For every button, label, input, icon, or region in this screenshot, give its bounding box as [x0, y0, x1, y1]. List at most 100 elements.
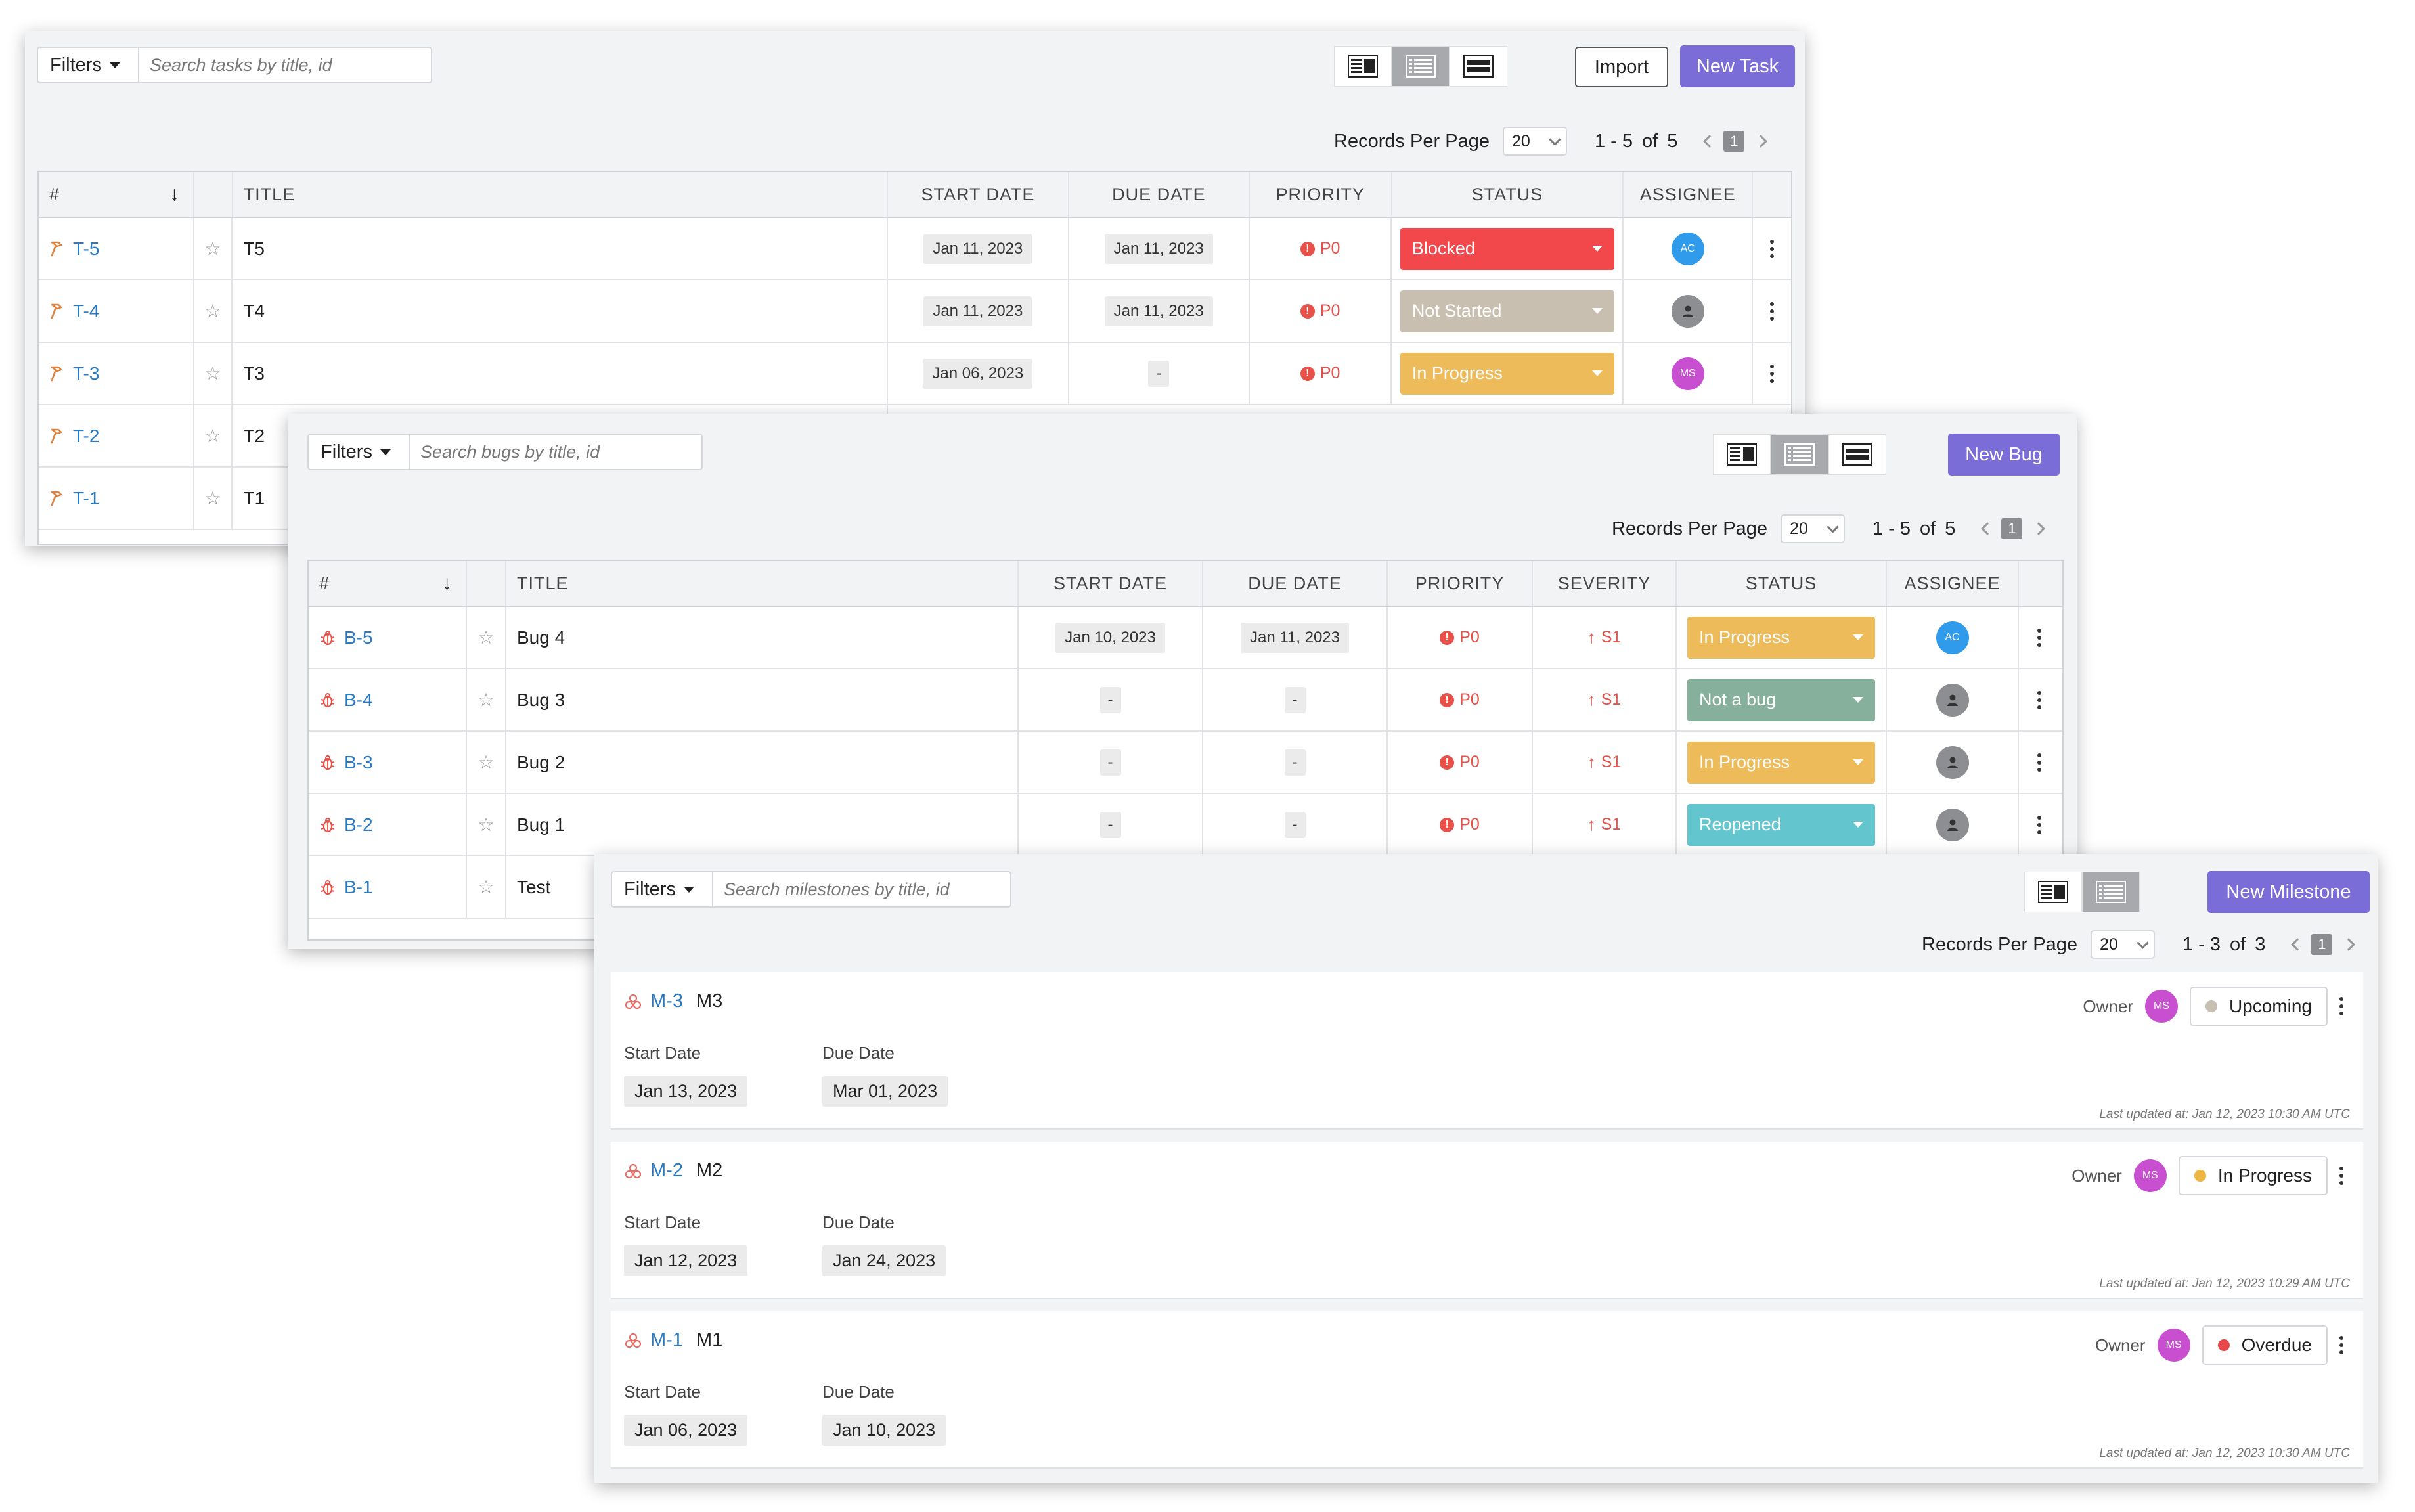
- title-cell[interactable]: Bug 4: [506, 607, 1019, 668]
- records-per-page-select[interactable]: 20: [1780, 514, 1845, 543]
- table-row[interactable]: T-3 ☆ T3 Jan 06, 2023 -! P0 In Progress MS: [39, 343, 1791, 405]
- table-row[interactable]: T-4 ☆ T4 Jan 11, 2023 Jan 11, 2023! P0 Not Sta…: [39, 280, 1791, 343]
- severity-value[interactable]: ↑ S1: [1587, 690, 1622, 710]
- col-status-header[interactable]: STATUS: [1392, 172, 1624, 217]
- severity-value[interactable]: ↑ S1: [1587, 627, 1622, 648]
- status-dropdown[interactable]: Not Started: [1400, 290, 1614, 332]
- id-cell[interactable]: T-5: [39, 218, 194, 279]
- col-start-header[interactable]: START DATE: [1019, 561, 1203, 606]
- star-icon[interactable]: ☆: [204, 238, 221, 259]
- col-status-header[interactable]: STATUS: [1677, 561, 1887, 606]
- owner-avatar[interactable]: MS: [2144, 990, 2178, 1023]
- id-cell[interactable]: B-1: [309, 856, 467, 918]
- title-cell[interactable]: Bug 3: [506, 669, 1019, 730]
- owner-avatar[interactable]: MS: [2133, 1159, 2167, 1192]
- star-icon[interactable]: ☆: [477, 814, 495, 835]
- table-row[interactable]: B-3 ☆ Bug 2 - -! P0 ↑ S1 In Progress: [309, 732, 2062, 794]
- next-page-icon[interactable]: [2032, 522, 2046, 535]
- assignee-avatar[interactable]: [1936, 808, 1969, 841]
- milestone-card[interactable]: M-3 M3 Start Date Due Date Jan 13, 2023 Mar 0…: [611, 972, 2363, 1130]
- filters-button[interactable]: Filters: [307, 434, 410, 470]
- star-icon[interactable]: ☆: [477, 690, 495, 710]
- filters-button[interactable]: Filters: [37, 47, 139, 83]
- id-cell[interactable]: T-1: [39, 468, 194, 529]
- title-cell[interactable]: T5: [233, 218, 889, 279]
- priority-value[interactable]: ! P0: [1300, 301, 1340, 321]
- title-cell[interactable]: T3: [233, 343, 889, 404]
- col-id-header[interactable]: # ↓: [39, 172, 194, 217]
- task-id-link[interactable]: T-4: [73, 300, 100, 321]
- list-view-button[interactable]: [1771, 434, 1828, 475]
- list-view-button[interactable]: [1392, 46, 1450, 87]
- search-tasks-input[interactable]: Search tasks by title, id: [139, 47, 432, 83]
- milestone-status-badge[interactable]: Overdue: [2202, 1325, 2328, 1365]
- priority-value[interactable]: ! P0: [1440, 628, 1480, 647]
- bug-id-link[interactable]: B-4: [344, 689, 373, 710]
- priority-value[interactable]: ! P0: [1300, 239, 1340, 258]
- assignee-avatar[interactable]: AC: [1936, 621, 1969, 654]
- bug-id-link[interactable]: B-2: [344, 814, 373, 835]
- col-assignee-header[interactable]: ASSIGNEE: [1887, 561, 2019, 606]
- table-row[interactable]: B-2 ☆ Bug 1 - -! P0 ↑ S1 Reopened: [309, 794, 2062, 856]
- records-per-page-select[interactable]: 20: [2090, 930, 2155, 959]
- assignee-avatar[interactable]: MS: [1671, 357, 1704, 390]
- col-priority-header[interactable]: PRIORITY: [1388, 561, 1533, 606]
- title-cell[interactable]: T4: [233, 280, 889, 342]
- id-cell[interactable]: T-2: [39, 405, 194, 466]
- more-options-icon[interactable]: [2037, 753, 2041, 772]
- prev-page-icon[interactable]: [1981, 522, 1995, 535]
- import-button[interactable]: Import: [1575, 47, 1668, 87]
- search-milestones-input[interactable]: Search milestones by title, id: [713, 871, 1011, 908]
- status-dropdown[interactable]: In Progress: [1687, 741, 1875, 784]
- new-bug-button[interactable]: New Bug: [1948, 434, 2060, 476]
- col-start-header[interactable]: START DATE: [888, 172, 1069, 217]
- star-icon[interactable]: ☆: [477, 752, 495, 772]
- title-cell[interactable]: Bug 1: [506, 794, 1019, 855]
- more-options-icon[interactable]: [1770, 364, 1775, 383]
- status-dropdown[interactable]: Blocked: [1400, 227, 1614, 270]
- assignee-avatar[interactable]: [1671, 294, 1704, 328]
- sort-arrow-icon[interactable]: ↓: [442, 572, 453, 594]
- more-options-icon[interactable]: [2037, 690, 2041, 709]
- card-view-button[interactable]: [2024, 872, 2082, 912]
- task-id-link[interactable]: T-5: [73, 238, 100, 259]
- card-view-button[interactable]: [1334, 46, 1392, 87]
- status-dropdown[interactable]: In Progress: [1400, 352, 1614, 395]
- new-task-button[interactable]: New Task: [1680, 45, 1795, 87]
- more-options-icon[interactable]: [2339, 1167, 2343, 1185]
- status-dropdown[interactable]: Reopened: [1687, 803, 1875, 846]
- title-cell[interactable]: Bug 2: [506, 732, 1019, 793]
- col-assignee-header[interactable]: ASSIGNEE: [1624, 172, 1754, 217]
- id-cell[interactable]: B-2: [309, 794, 467, 855]
- priority-value[interactable]: ! P0: [1300, 364, 1340, 383]
- owner-avatar[interactable]: MS: [2157, 1329, 2190, 1362]
- compact-view-button[interactable]: [1450, 46, 1507, 87]
- more-options-icon[interactable]: [1770, 301, 1775, 321]
- task-id-link[interactable]: T-1: [73, 487, 100, 508]
- col-title-header[interactable]: TITLE: [506, 561, 1019, 606]
- id-cell[interactable]: B-4: [309, 669, 467, 730]
- table-row[interactable]: B-5 ☆ Bug 4 Jan 10, 2023 Jan 11, 2023! P0 ↑ S1 I…: [309, 607, 2062, 669]
- id-cell[interactable]: B-5: [309, 607, 467, 668]
- assignee-avatar[interactable]: AC: [1671, 232, 1704, 265]
- col-due-header[interactable]: DUE DATE: [1069, 172, 1250, 217]
- new-milestone-button[interactable]: New Milestone: [2207, 871, 2370, 913]
- assignee-avatar[interactable]: [1936, 683, 1969, 717]
- severity-value[interactable]: ↑ S1: [1587, 752, 1622, 772]
- compact-view-button[interactable]: [1828, 434, 1886, 475]
- card-view-button[interactable]: [1713, 434, 1771, 475]
- sort-arrow-icon[interactable]: ↓: [169, 183, 180, 205]
- milestone-card[interactable]: M-2 M2 Start Date Due Date Jan 12, 2023 Jan 2…: [611, 1142, 2363, 1299]
- star-icon[interactable]: ☆: [204, 301, 221, 321]
- current-page[interactable]: 1: [2001, 518, 2023, 539]
- id-cell[interactable]: T-4: [39, 280, 194, 342]
- current-page[interactable]: 1: [2311, 934, 2333, 955]
- search-bugs-input[interactable]: Search bugs by title, id: [410, 434, 703, 470]
- priority-value[interactable]: ! P0: [1440, 753, 1480, 772]
- milestone-id-link[interactable]: M-1: [650, 1329, 683, 1350]
- col-priority-header[interactable]: PRIORITY: [1250, 172, 1392, 217]
- priority-value[interactable]: ! P0: [1440, 815, 1480, 834]
- col-title-header[interactable]: TITLE: [233, 172, 889, 217]
- milestone-status-badge[interactable]: Upcoming: [2189, 987, 2328, 1026]
- bug-id-link[interactable]: B-1: [344, 876, 373, 897]
